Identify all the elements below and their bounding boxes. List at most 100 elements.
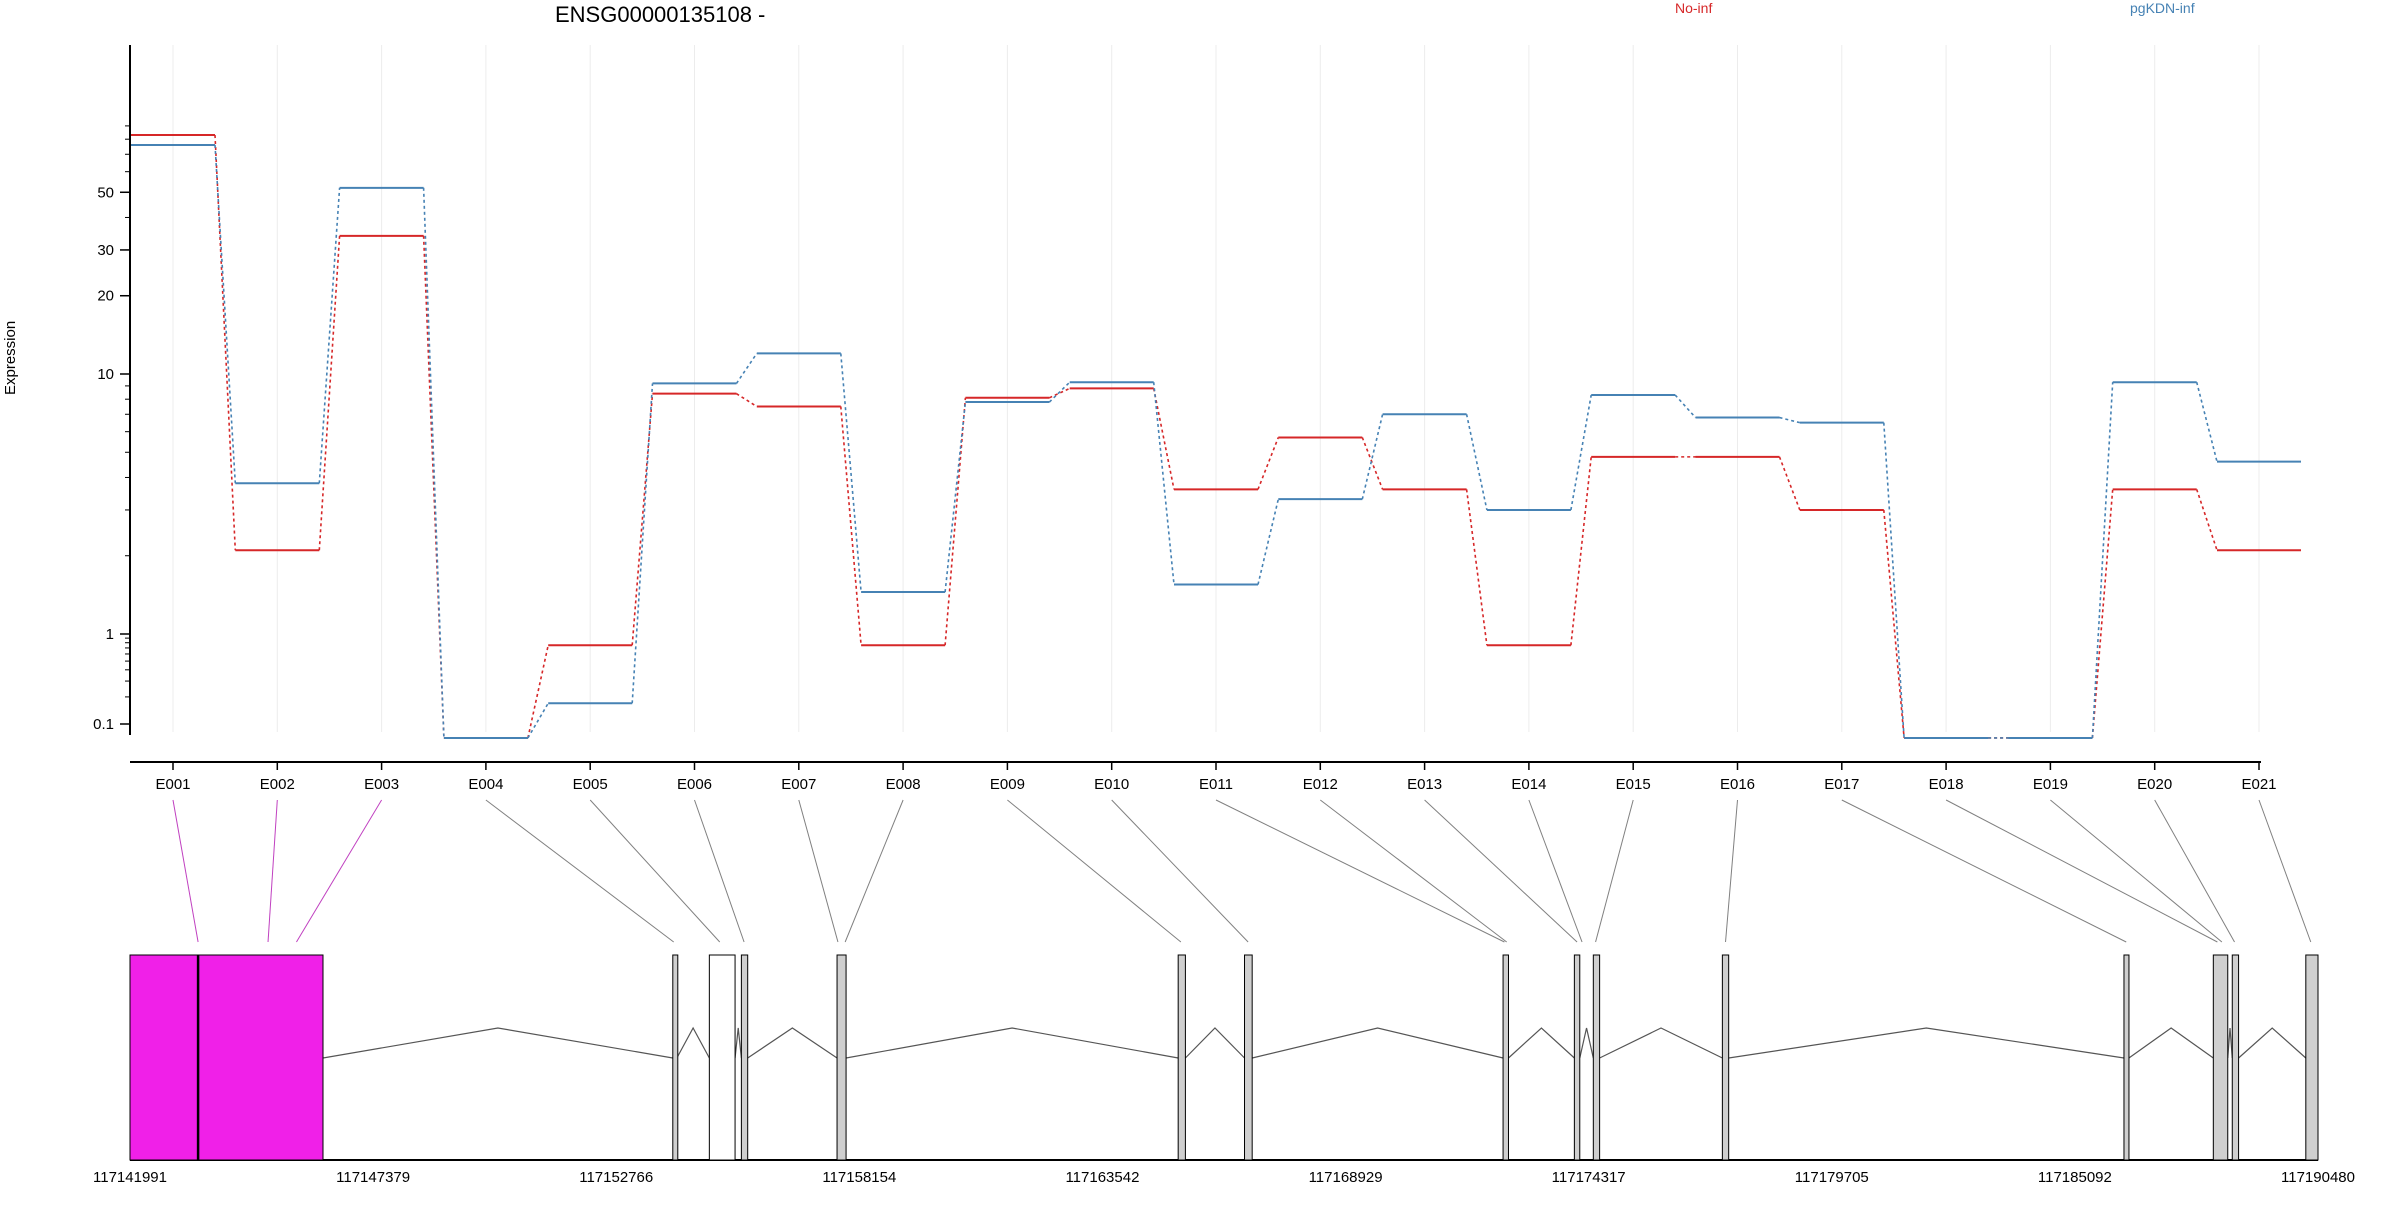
series-connector <box>1778 456 1801 511</box>
y-tick-label: 0.1 <box>93 716 114 733</box>
intron-line <box>676 1026 710 1059</box>
exon-connector-e004 <box>485 799 674 943</box>
x-tick-label: E003 <box>364 776 399 793</box>
series-connector <box>2091 489 2114 739</box>
exon-connector-e006 <box>694 799 745 943</box>
x-tick-label: E001 <box>155 776 190 793</box>
intron-line <box>2238 1027 2307 1059</box>
exon-box <box>2231 954 2240 1161</box>
series-connector <box>1361 437 1384 490</box>
series-connector <box>1465 489 1488 646</box>
coordinate-label: 117152766 <box>579 1169 653 1186</box>
coordinate-label: 117168929 <box>1309 1169 1383 1186</box>
exon-connector-e021 <box>2258 799 2312 943</box>
series-connector <box>1883 422 1905 738</box>
series-connector <box>1048 381 1071 403</box>
series-connector <box>318 187 341 484</box>
coordinate-label: 117163542 <box>1065 1169 1139 1186</box>
intron-line <box>1184 1027 1245 1059</box>
x-tick-label: E005 <box>573 776 608 793</box>
y-tick-label: 10 <box>97 366 114 383</box>
series-connector <box>1257 437 1280 490</box>
exon-connector-e008 <box>844 799 904 943</box>
legend-pgkdn-inf: pgKDN-inf <box>2130 0 2195 16</box>
x-tick-label: E017 <box>1824 776 1859 793</box>
series-connector <box>2195 381 2218 462</box>
intron-line <box>1508 1027 1575 1059</box>
series-connector <box>527 702 549 739</box>
coordinate-label: 117179705 <box>1795 1169 1869 1186</box>
x-tick-label: E002 <box>260 776 295 793</box>
x-tick-label: E011 <box>1199 776 1233 793</box>
x-tick-label: E019 <box>2033 776 2068 793</box>
x-tick-label: E016 <box>1720 776 1755 793</box>
series-connector <box>1361 414 1384 500</box>
exon-box <box>1721 954 1730 1161</box>
series-connector <box>735 352 758 384</box>
series-connector <box>1465 414 1488 511</box>
exon-connector-e014 <box>1528 799 1583 943</box>
exon-box <box>1502 954 1509 1161</box>
series-layer <box>131 134 2301 739</box>
exon-connector-e015 <box>1595 799 1634 943</box>
x-tick-label: E015 <box>1616 776 1651 793</box>
intron-line <box>1579 1027 1594 1059</box>
exon-connector-e002 <box>267 799 278 943</box>
series-connector <box>1049 387 1071 399</box>
intron-line <box>2227 1027 2233 1059</box>
x-tick-label: E006 <box>677 776 712 793</box>
exon-connector-e003 <box>296 799 383 943</box>
x-tick-label: E007 <box>781 776 816 793</box>
series-no-inf <box>131 134 2301 739</box>
exon-box <box>2305 954 2319 1161</box>
exon-box <box>672 954 679 1161</box>
series-connector <box>944 401 967 593</box>
series-connector <box>1779 416 1800 424</box>
x-tick-label: E004 <box>468 776 503 793</box>
intron-line <box>1252 1027 1504 1059</box>
exon-connectors <box>172 799 2312 943</box>
series-connector <box>736 393 758 408</box>
intron-line <box>2128 1027 2214 1059</box>
y-tick-label: 20 <box>97 288 114 305</box>
exon-box <box>129 954 324 1161</box>
intron-line <box>734 1027 742 1059</box>
exon-connector-e012 <box>1319 799 1507 943</box>
series-connector <box>840 406 862 646</box>
coordinate-label: 117147379 <box>336 1169 410 1186</box>
series-connector <box>1152 382 1175 585</box>
x-tick-label: E020 <box>2137 776 2172 793</box>
x-tick-label: E018 <box>1929 776 1964 793</box>
intron-line <box>747 1027 838 1059</box>
y-tick-label: 50 <box>97 184 114 201</box>
coordinate-label: 117174317 <box>1552 1169 1626 1186</box>
exon-connector-e001 <box>172 799 199 943</box>
x-tick-label: E008 <box>886 776 921 793</box>
exon-box <box>1177 954 1186 1161</box>
coordinate-label: 117190480 <box>2281 1169 2355 1186</box>
intron-line <box>1728 1027 2125 1059</box>
y-axis-title: Expression <box>2 320 19 395</box>
series-connector <box>1570 394 1592 511</box>
series-connector <box>1570 456 1592 646</box>
y-tick-label: 30 <box>97 242 114 259</box>
series-connector <box>2091 382 2114 738</box>
intron-line <box>1599 1027 1723 1059</box>
x-tick-label: E014 <box>1511 776 1546 793</box>
gene-model: 117141991 117147379 117152766 117158154 1171… <box>93 954 2355 1186</box>
exon-box <box>708 954 736 1161</box>
exon-box <box>1244 954 1253 1161</box>
series-connector <box>318 235 341 551</box>
x-tick-label: E021 <box>2241 776 2276 793</box>
x-tick-label: E013 <box>1407 776 1442 793</box>
series-connector <box>214 144 237 484</box>
exon-connector-e018 <box>1945 799 2218 943</box>
exon-connector-e005 <box>589 799 721 943</box>
series-connector <box>944 397 967 646</box>
exon-connector-e013 <box>1424 799 1578 943</box>
series-connector <box>631 383 654 704</box>
exon-connector-e009 <box>1007 799 1182 943</box>
exon-connector-e016 <box>1725 799 1738 943</box>
